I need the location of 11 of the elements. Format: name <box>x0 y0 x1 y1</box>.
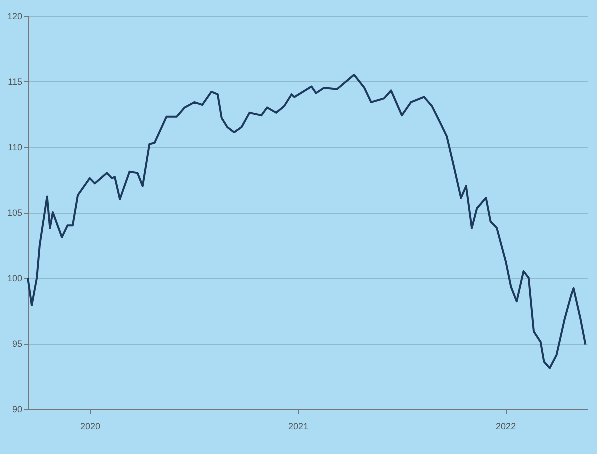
y-tick-label: 95 <box>12 339 22 349</box>
line-series <box>27 74 587 370</box>
y-tick-label: 90 <box>12 404 22 414</box>
y-tick-label: 105 <box>7 208 22 218</box>
y-tick-label: 115 <box>8 77 22 87</box>
y-tick-label: 110 <box>8 142 22 152</box>
x-tick-label: 2020 <box>80 422 100 432</box>
x-tick-label: 2022 <box>496 422 516 432</box>
y-tick-label: 100 <box>7 274 22 284</box>
y-tick-label: 120 <box>7 12 22 22</box>
x-tick-label: 2021 <box>288 422 309 432</box>
